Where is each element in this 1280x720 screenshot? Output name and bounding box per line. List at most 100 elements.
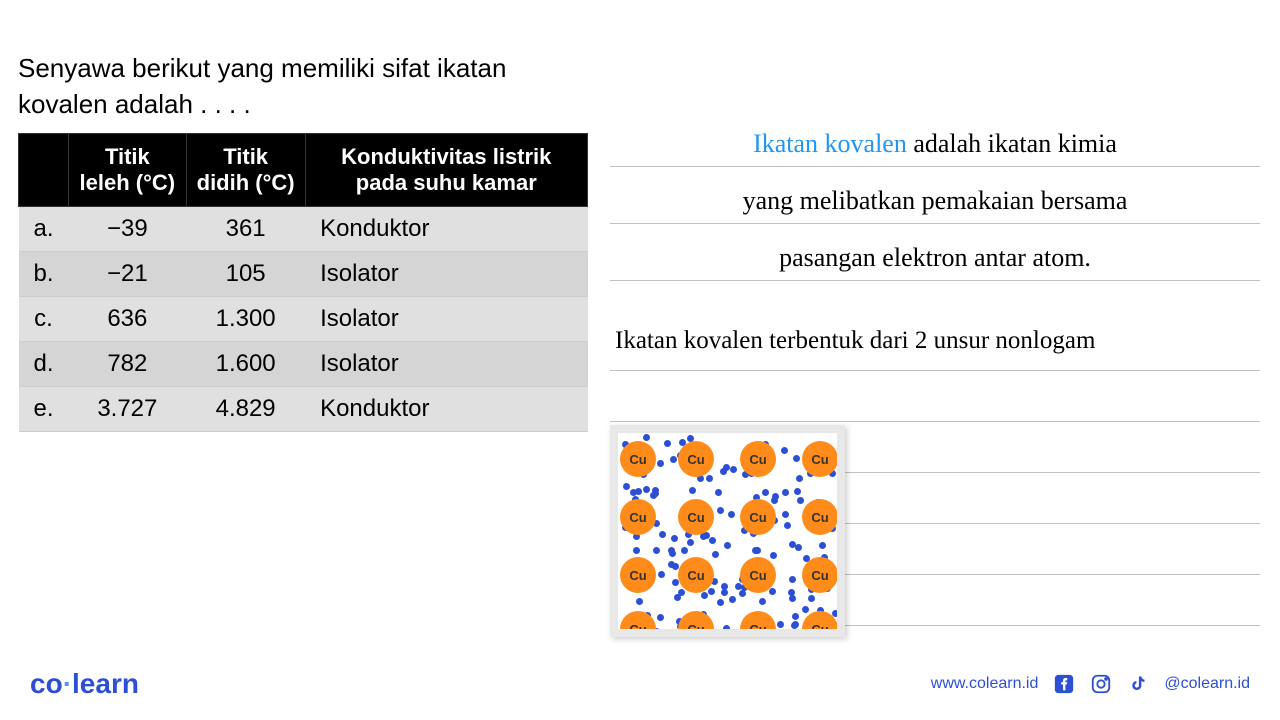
electron-dot [730,466,737,473]
electron-dot [729,596,736,603]
cu-atom: Cu [802,441,837,477]
electron-dot [633,547,640,554]
exp-line2: yang melibatkan pemakaian bersama [743,186,1128,215]
electron-dot [636,598,643,605]
electron-dot [721,589,728,596]
electron-dot [794,488,801,495]
electron-dot [669,550,676,557]
electron-dot [658,571,665,578]
cu-atom: Cu [678,611,714,629]
question-text: Senyawa berikut yang memiliki sifat ikat… [18,50,588,123]
row-label: d. [19,341,69,386]
cu-atom: Cu [740,611,776,629]
website-url: www.colearn.id [931,675,1039,693]
electron-dot [792,613,799,620]
row-boil: 4.829 [186,386,305,431]
colearn-logo: co·learn [30,668,139,700]
highlight-term: Ikatan kovalen [753,129,907,158]
electron-dot [657,614,664,621]
cu-atom: Cu [678,499,714,535]
exp-line1: adalah ikatan kimia [907,129,1117,158]
table-row: d. 782 1.600 Isolator [19,341,588,386]
logo-part1: co [30,668,63,699]
electron-dot [709,537,716,544]
row-boil: 105 [186,251,305,296]
electron-dot [793,455,800,462]
explanation-main: Ikatan kovalen adalah ikatan kimia yang … [610,110,1260,287]
electron-dot [762,489,769,496]
electron-dot [808,595,815,602]
row-label: b. [19,251,69,296]
electron-dot [795,544,802,551]
electron-dot [653,547,660,554]
electron-dot [791,622,798,629]
row-cond: Isolator [305,341,587,386]
table-header-cond: Konduktivitas listrik pada suhu kamar [305,133,587,206]
electron-dot [712,551,719,558]
table-header-boil: Titik didih (°C) [186,133,305,206]
electron-dot [623,483,630,490]
electron-dot [643,486,650,493]
footer-right: www.colearn.id @colearn.id [931,673,1250,695]
electron-dot [717,507,724,514]
explanation-secondary: Ikatan kovalen terbentuk dari 2 unsur no… [610,327,1260,371]
instagram-icon [1090,673,1112,695]
table-row: b. −21 105 Isolator [19,251,588,296]
table-header-blank [19,133,69,206]
electron-dot [724,542,731,549]
row-melt: 636 [69,296,187,341]
electron-dot [681,547,688,554]
cu-atom: Cu [620,441,656,477]
electron-dot [728,511,735,518]
row-boil: 1.600 [186,341,305,386]
row-cond: Konduktor [305,386,587,431]
electron-dot [701,592,708,599]
electron-dot [706,475,713,482]
electron-dot [789,576,796,583]
electron-dot [717,599,724,606]
row-melt: −21 [69,251,187,296]
cu-atom: Cu [740,557,776,593]
electron-dot [782,511,789,518]
row-label: a. [19,206,69,251]
tiktok-icon [1127,673,1149,695]
cu-atom: Cu [620,557,656,593]
electron-dot [723,625,730,629]
electron-dot [752,547,759,554]
electron-dot [708,588,715,595]
electron-dot [772,493,779,500]
electron-dot [687,539,694,546]
row-label: c. [19,296,69,341]
electron-dot [678,589,685,596]
table-row: e. 3.727 4.829 Konduktor [19,386,588,431]
electron-dot [759,598,766,605]
electron-dot [664,440,671,447]
electron-dot [670,456,677,463]
electron-dot [643,434,650,441]
electron-dot [769,588,776,595]
row-boil: 1.300 [186,296,305,341]
footer: co·learn www.colearn.id @colearn.id [0,668,1280,700]
cu-atom: Cu [802,499,837,535]
row-melt: 3.727 [69,386,187,431]
electron-dot [652,487,659,494]
electron-dot [796,475,803,482]
table-row: c. 636 1.300 Isolator [19,296,588,341]
row-cond: Isolator [305,251,587,296]
electron-dot [819,542,826,549]
social-handle: @colearn.id [1164,675,1250,693]
electron-dot [781,447,788,454]
row-cond: Isolator [305,296,587,341]
row-melt: −39 [69,206,187,251]
row-melt: 782 [69,341,187,386]
row-boil: 361 [186,206,305,251]
electron-dot [802,606,809,613]
electron-dot [657,460,664,467]
facebook-icon [1053,673,1075,695]
cu-atom: Cu [802,557,837,593]
table-row: a. −39 361 Konduktor [19,206,588,251]
cu-atom: Cu [678,557,714,593]
cu-atom: Cu [678,441,714,477]
electron-dot [782,489,789,496]
electron-dot [689,487,696,494]
